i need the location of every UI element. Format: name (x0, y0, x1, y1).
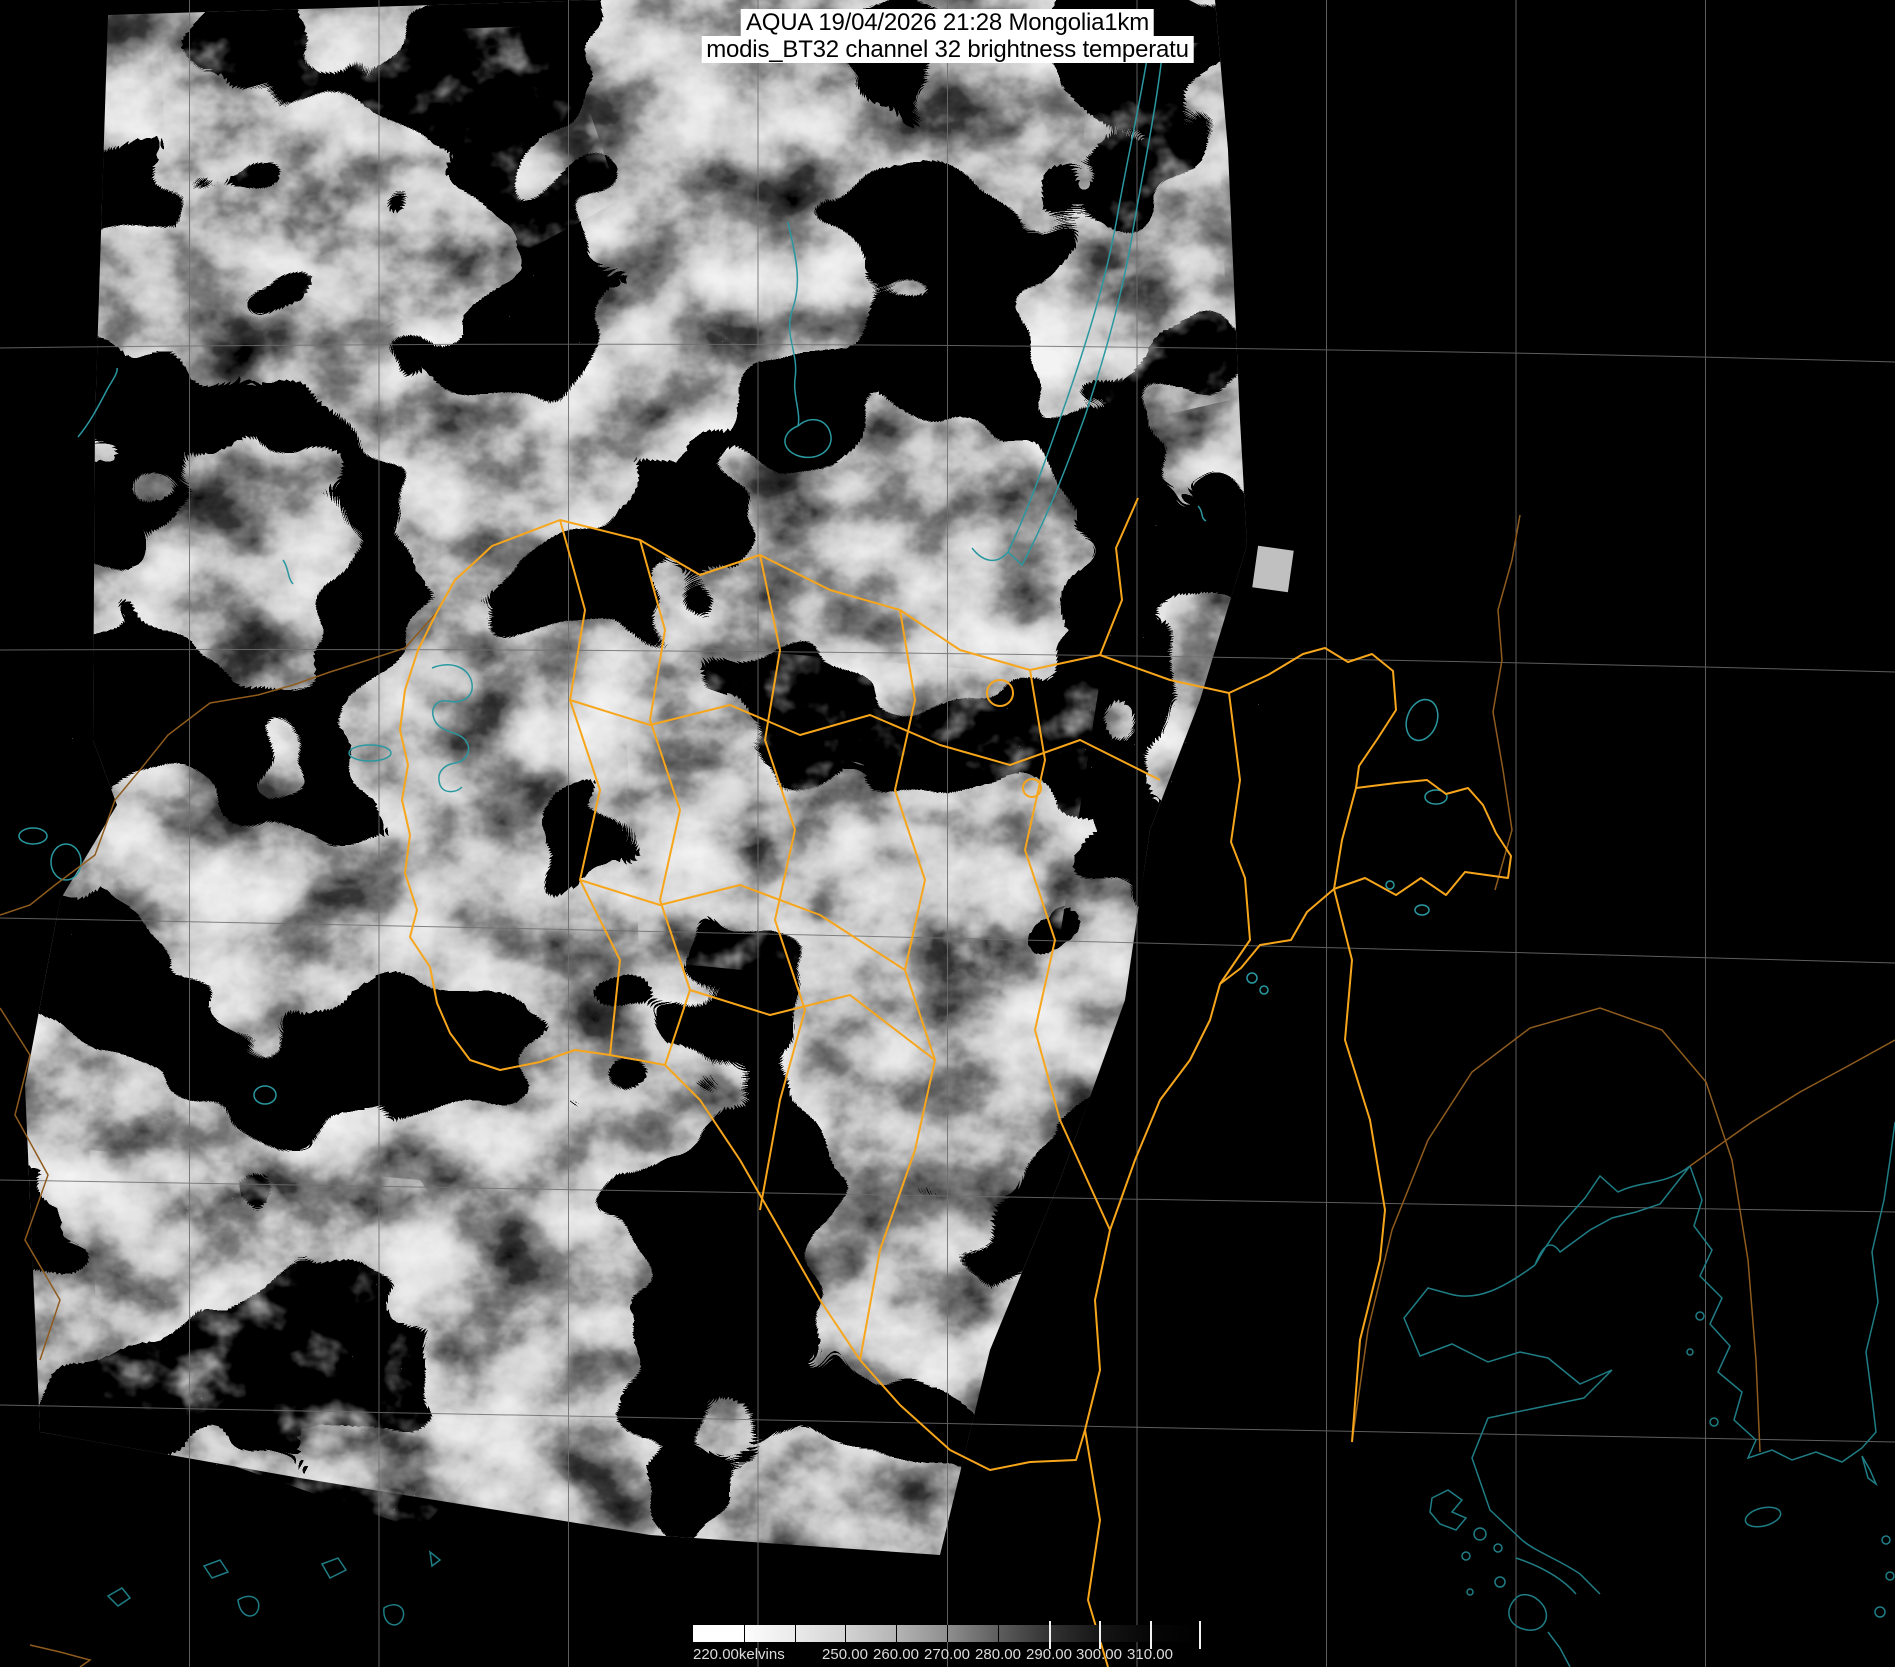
colorbar-label-250: 250.00 (822, 1646, 868, 1663)
colorbar-label-270: 270.00 (924, 1646, 970, 1663)
colorbar-label-290: 290.00 (1026, 1646, 1072, 1663)
cold-speckle-band (40, 1140, 560, 1540)
cold-speckle-band (30, 735, 115, 805)
cold-speckle-band (465, 262, 845, 368)
colorbar-tick-290 (1048, 1621, 1051, 1649)
colorbar-tick-280 (997, 1625, 999, 1642)
colorbar-label-280: 280.00 (975, 1646, 1021, 1663)
colorbar-label-260: 260.00 (873, 1646, 919, 1663)
title-box: AQUA 19/04/2026 21:28 Mongolia1km modis_… (701, 9, 1194, 63)
data-swath (25, 0, 1294, 1555)
colorbar-tick-230 (743, 1625, 745, 1642)
colorbar-gradient (693, 1621, 1201, 1649)
title-line-1: AQUA 19/04/2026 21:28 Mongolia1km (701, 9, 1194, 36)
cold-speckle-band (940, 630, 1290, 800)
title-line-1-text: AQUA 19/04/2026 21:28 Mongolia1km (740, 9, 1154, 36)
bright-square-artifact (1252, 545, 1294, 593)
country-borders-dim (0, 514, 1895, 1667)
coastlines (18, 39, 1448, 1105)
bright-cloud-patch (1080, 40, 1230, 430)
sea-coastlines (106, 1121, 1895, 1667)
title-line-2-text: modis_BT32 channel 32 brightness tempera… (701, 36, 1194, 63)
colorbar-unit-label: 220.00kelvins (693, 1646, 785, 1663)
title-line-2: modis_BT32 channel 32 brightness tempera… (701, 36, 1194, 63)
colorbar-label-310: 310.00 (1127, 1646, 1173, 1663)
colorbar-tick-300 (1099, 1621, 1102, 1649)
colorbar-tick-310 (1150, 1621, 1153, 1649)
admin-borders (399, 497, 1512, 1667)
colorbar-tick-260 (896, 1625, 898, 1642)
colorbar-tick-240 (794, 1625, 796, 1642)
colorbar-tick-270 (947, 1625, 948, 1642)
colorbar-label-300: 300.00 (1076, 1646, 1122, 1663)
colorbar-tick-250 (845, 1625, 847, 1642)
colorbar-tick-320 (1199, 1621, 1201, 1649)
bright-cloud-patch (160, 25, 620, 330)
